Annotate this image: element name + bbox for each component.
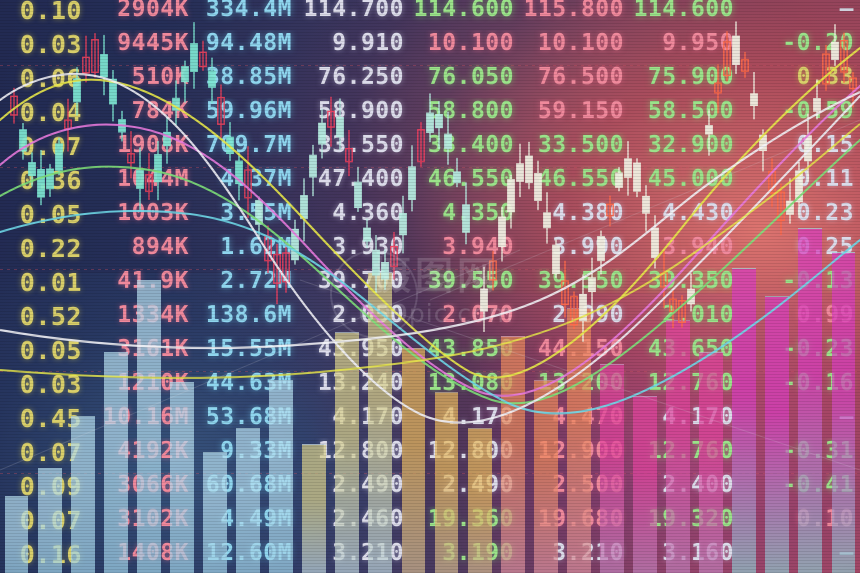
table-cell-c6: 114.600 xyxy=(633,0,734,22)
table-cell-c5: 3.990 xyxy=(552,234,624,260)
bar-chart-bar[interactable] xyxy=(401,348,426,573)
bar-chart-bar[interactable] xyxy=(533,380,558,573)
guide-line xyxy=(0,249,521,471)
table-cell-c0: 0.03 xyxy=(19,30,82,59)
table-cell-c5: 10.100 xyxy=(537,30,624,56)
table-cell-c6: 75.900 xyxy=(647,64,734,90)
table-cell-c1: 2904K xyxy=(117,0,189,22)
bar-chart-bar[interactable] xyxy=(170,382,194,573)
table-cell-c0: 0.10 xyxy=(19,0,82,25)
table-cell-c4: 10.100 xyxy=(427,30,514,56)
background-glow-bottom-left xyxy=(0,273,400,573)
table-cell-c7: -0.20 xyxy=(782,30,854,56)
table-cell-c6: 45.000 xyxy=(647,166,734,192)
bar-chart-bar[interactable] xyxy=(467,428,492,573)
ma-line-MA-cyan xyxy=(0,209,860,415)
candlestick-group-far-right xyxy=(705,21,857,236)
bar-chart-bar[interactable] xyxy=(765,296,790,573)
row-separator xyxy=(0,167,860,168)
table-row[interactable]: 0.03 9445K 94.48M 9.910 10.100 10.100 9.950 -0.… xyxy=(0,30,860,66)
table-cell-c6: 32.900 xyxy=(647,132,734,158)
table-cell-c5: 46.550 xyxy=(537,166,624,192)
bar-chart-bar[interactable] xyxy=(732,268,757,573)
row-separator xyxy=(0,473,860,474)
table-row[interactable]: 0.053161K15.55M43.95043.85044.15043.650-… xyxy=(0,336,860,372)
bar-chart-bar[interactable] xyxy=(37,468,62,573)
table-cell-c2: 59.96M xyxy=(205,98,292,124)
row-separator xyxy=(0,371,860,372)
bar-chart-bar[interactable] xyxy=(600,364,624,573)
table-cell-c4: 39.550 xyxy=(427,268,514,294)
candlestick-group-right xyxy=(480,141,695,342)
row-separator xyxy=(0,269,860,270)
table-cell-c6: 58.500 xyxy=(647,98,734,124)
table-cell-c3: 33.550 xyxy=(317,132,404,158)
guide-line xyxy=(429,119,860,301)
table-cell-c0: 0.22 xyxy=(19,234,82,263)
bar-chart-bar[interactable] xyxy=(236,428,260,573)
table-cell-c3: 114.700 xyxy=(303,0,404,22)
bar-chart-bar[interactable] xyxy=(136,280,161,573)
table-cell-c5: 33.500 xyxy=(537,132,624,158)
table-cell-c3: 4.360 xyxy=(332,200,404,226)
table-cell-c6: 9.950 xyxy=(662,30,734,56)
table-cell-c1: 9445K xyxy=(117,30,189,56)
candlestick-group-left xyxy=(10,22,252,218)
bar-chart-bar[interactable] xyxy=(103,352,128,573)
table-cell-c3: 76.250 xyxy=(317,64,404,90)
ma-line-MA-green xyxy=(0,138,860,405)
table-cell-c2: 334.4M xyxy=(205,0,292,22)
table-cell-c5: 59.150 xyxy=(537,98,624,124)
bar-chart-bar[interactable] xyxy=(70,416,95,573)
ma-line-MA-white xyxy=(0,73,860,424)
table-cell-c5: 76.500 xyxy=(537,64,624,90)
table-cell-c4: 46.550 xyxy=(427,166,514,192)
table-cell-c1: 510K xyxy=(131,64,189,90)
table-cell-c7: — xyxy=(839,0,854,22)
bar-chart-bar[interactable] xyxy=(4,496,29,573)
table-cell-c2: 709.7M xyxy=(205,132,292,158)
table-cell-c0: 0.07 xyxy=(19,132,82,161)
table-cell-c0: 0.52 xyxy=(19,302,82,331)
table-cell-c2: 38.85M xyxy=(205,64,292,90)
bar-chart-bar[interactable] xyxy=(269,380,294,573)
table-cell-c4: 76.050 xyxy=(427,64,514,90)
table-row[interactable]: 0.04784K59.96M58.90058.80059.15058.500-0… xyxy=(0,98,860,132)
table-cell-c3: 9.910 xyxy=(332,30,404,56)
bar-chart-bar[interactable] xyxy=(633,396,657,573)
bar-chart-bar[interactable] xyxy=(203,452,227,573)
bar-chart-bar[interactable] xyxy=(666,320,690,573)
bar-chart-bar[interactable] xyxy=(335,332,360,573)
volume-bar-chart xyxy=(0,173,860,573)
bar-chart-bar[interactable] xyxy=(566,308,591,573)
bar-chart-bar[interactable] xyxy=(434,392,459,573)
table-row[interactable]: 0.361044M4.37M47.40046.55046.55045.0000.… xyxy=(0,166,860,200)
ma-line-yellow-lower xyxy=(0,123,860,379)
bar-chart-bar[interactable] xyxy=(798,228,823,573)
table-cell-c7: 0.23 xyxy=(796,200,854,226)
table-cell-c4: 114.600 xyxy=(413,0,514,22)
table-cell-c1: 894K xyxy=(131,234,189,260)
bar-chart-bar[interactable] xyxy=(302,444,327,573)
table-row[interactable]: 0.06 510K 38.85M 76.250 76.050 76.500 75.900 0.… xyxy=(0,64,860,98)
table-cell-c6: 4.430 xyxy=(662,200,734,226)
row-separator xyxy=(0,65,860,66)
table-cell-c4: 33.400 xyxy=(427,132,514,158)
watermark-ring xyxy=(330,250,418,338)
table-cell-c2: 94.48M xyxy=(205,30,292,56)
table-row[interactable]: 0.10 2904K 334.4M 114.700 114.600 115.800 114.… xyxy=(0,0,860,30)
ma-line-MA-yellow xyxy=(0,46,860,379)
table-cell-c5: 115.800 xyxy=(523,0,624,22)
table-cell-c0: 0.01 xyxy=(19,268,82,297)
table-cell-c2: 138.6M xyxy=(205,302,292,328)
ma-line-white-lower xyxy=(0,91,860,350)
